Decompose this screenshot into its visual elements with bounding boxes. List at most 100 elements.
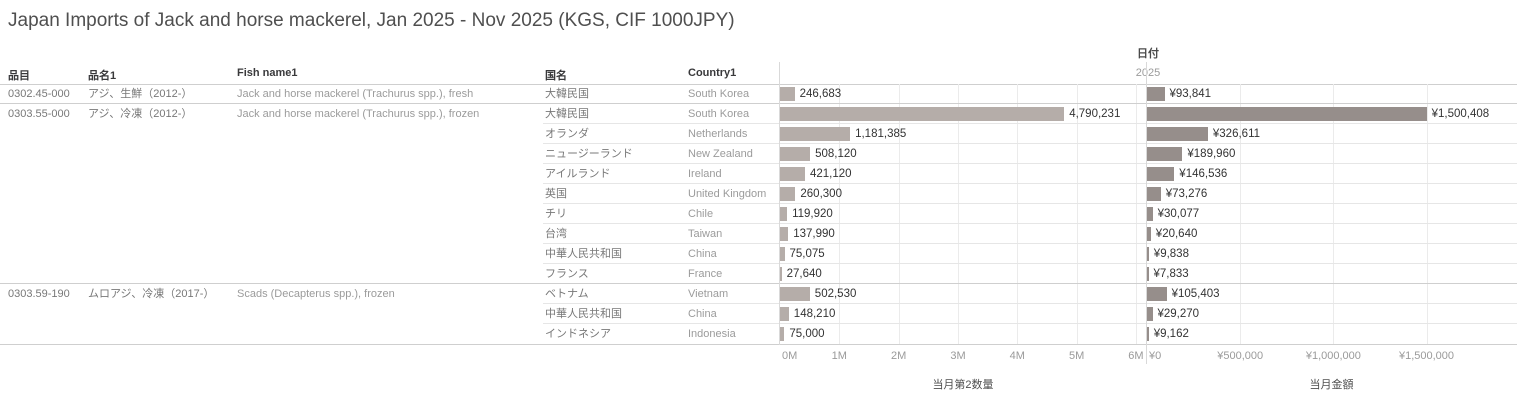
qty-bar[interactable] xyxy=(780,107,1065,121)
gridline xyxy=(1426,84,1428,344)
table-row: 中華人民共和国 China 75,075 ¥9,838 xyxy=(0,244,1517,264)
table-row: オランダ Netherlands 1,181,385 ¥326,611 xyxy=(0,124,1517,144)
gridline xyxy=(1135,84,1137,344)
col-header-country-jp[interactable]: 国名 xyxy=(545,70,567,82)
qty-value-label: 4,790,231 xyxy=(1069,108,1121,120)
amt-bar[interactable] xyxy=(1147,107,1427,121)
table-row: アイルランド Ireland 421,120 ¥146,536 xyxy=(0,164,1517,184)
amt-value-label: ¥105,403 xyxy=(1171,288,1220,300)
qty-axis-tick: 0M xyxy=(782,350,798,362)
amt-bar[interactable] xyxy=(1147,247,1149,261)
amt-chart-cell: ¥30,077 xyxy=(1147,204,1516,224)
row-separator xyxy=(543,263,1517,264)
qty-value-label: 75,000 xyxy=(789,328,825,340)
amt-bar[interactable] xyxy=(1147,127,1208,141)
item-name-cell: アジ、生鮮（2012-） xyxy=(88,88,193,100)
row-separator xyxy=(543,143,1517,144)
country-en-cell: Ireland xyxy=(688,168,722,180)
qty-axis-tick: 2M xyxy=(890,350,907,362)
amt-value-label: ¥20,640 xyxy=(1155,228,1198,240)
item-code-cell: 0303.59-190 xyxy=(8,288,70,300)
amt-bar[interactable] xyxy=(1147,287,1167,301)
qty-bar[interactable] xyxy=(780,147,811,161)
country-en-cell: South Korea xyxy=(688,88,750,100)
gridline xyxy=(898,84,900,344)
country-jp-cell: 台湾 xyxy=(545,228,567,240)
row-separator xyxy=(543,223,1517,224)
row-separator xyxy=(543,243,1517,244)
amt-value-label: ¥326,611 xyxy=(1212,128,1261,140)
gridline xyxy=(958,84,959,344)
qty-bar[interactable] xyxy=(780,327,785,341)
qty-value-label: 75,075 xyxy=(789,248,825,260)
qty-bar[interactable] xyxy=(780,227,789,241)
amt-value-label: ¥7,833 xyxy=(1153,268,1189,280)
gridline xyxy=(1333,84,1335,344)
country-en-cell: Vietnam xyxy=(688,288,729,300)
amt-bar[interactable] xyxy=(1147,267,1149,281)
qty-bar[interactable] xyxy=(780,187,796,201)
col-header-item-code[interactable]: 品目 xyxy=(8,70,30,82)
amt-axis-title: 当月金額 xyxy=(1309,379,1354,391)
qty-value-label: 421,120 xyxy=(810,168,852,180)
row-separator xyxy=(543,183,1517,184)
amt-bar[interactable] xyxy=(1147,87,1165,101)
year-header[interactable]: 2025 xyxy=(1135,67,1161,79)
qty-chart-cell: 75,075 xyxy=(780,244,1146,264)
col-header-date[interactable]: 日付 xyxy=(1137,48,1159,60)
amt-chart-cell: ¥7,833 xyxy=(1147,264,1516,284)
group-separator xyxy=(0,283,1517,284)
item-name-cell: アジ、冷凍（2012-） xyxy=(88,108,193,120)
country-jp-cell: 大韓民国 xyxy=(545,108,589,120)
amt-bar[interactable] xyxy=(1147,167,1175,181)
qty-chart-cell: 421,120 xyxy=(780,164,1146,184)
amt-value-label: ¥189,960 xyxy=(1187,148,1236,160)
qty-axis-tick: 4M xyxy=(1009,350,1025,362)
country-en-cell: France xyxy=(688,268,723,280)
qty-axis-tick: 5M xyxy=(1068,350,1085,362)
column-divider-quantity xyxy=(779,62,780,345)
table-row: ニュージーランド New Zealand 508,120 ¥189,960 xyxy=(0,144,1517,164)
country-en-cell: China xyxy=(688,308,717,320)
amt-value-label: ¥73,276 xyxy=(1165,188,1208,200)
col-header-fish-name[interactable]: Fish name1 xyxy=(237,67,298,79)
amt-bar[interactable] xyxy=(1147,207,1153,221)
qty-axis-tick: 3M xyxy=(950,350,966,362)
qty-axis-tick: 6M xyxy=(1128,350,1144,362)
amt-value-label: ¥146,536 xyxy=(1179,168,1228,180)
gridline xyxy=(1240,84,1242,344)
country-en-cell: New Zealand xyxy=(688,148,753,160)
amt-bar[interactable] xyxy=(1147,227,1151,241)
amt-value-label: ¥9,162 xyxy=(1153,328,1189,340)
table-row: 中華人民共和国 China 148,210 ¥29,270 xyxy=(0,304,1517,324)
qty-bar[interactable] xyxy=(780,247,785,261)
qty-value-label: 246,683 xyxy=(799,88,842,100)
qty-bar[interactable] xyxy=(780,307,789,321)
table-bottom-border xyxy=(0,344,1517,345)
item-code-cell: 0303.55-000 xyxy=(8,108,70,120)
qty-bar[interactable] xyxy=(780,267,782,281)
table-row: 英国 United Kingdom 260,300 ¥73,276 xyxy=(0,184,1517,204)
col-header-country-en[interactable]: Country1 xyxy=(688,67,737,79)
amt-axis-tick: ¥0 xyxy=(1149,350,1162,362)
amt-bar[interactable] xyxy=(1147,307,1153,321)
qty-bar[interactable] xyxy=(780,167,805,181)
qty-axis-tick: 1M xyxy=(831,350,847,362)
qty-bar[interactable] xyxy=(780,207,788,221)
qty-bar[interactable] xyxy=(780,287,810,301)
amt-chart-cell: ¥93,841 xyxy=(1147,84,1516,104)
amt-bar[interactable] xyxy=(1147,327,1149,341)
qty-bar[interactable] xyxy=(780,87,795,101)
country-jp-cell: 大韓民国 xyxy=(545,88,589,100)
amt-axis-tick: ¥500,000 xyxy=(1217,350,1264,362)
amt-bar[interactable] xyxy=(1147,147,1183,161)
gridline xyxy=(1076,84,1078,344)
amt-value-label: ¥1,500,408 xyxy=(1431,108,1490,120)
amt-bar[interactable] xyxy=(1147,187,1161,201)
qty-bar[interactable] xyxy=(780,127,851,141)
table-row: インドネシア Indonesia 75,000 ¥9,162 xyxy=(0,324,1517,344)
fish-name-cell: Jack and horse mackerel (Trachurus spp.)… xyxy=(237,108,480,120)
fish-name-cell: Scads (Decapterus spp.), frozen xyxy=(237,288,395,300)
col-header-item-name[interactable]: 品名1 xyxy=(88,70,117,82)
